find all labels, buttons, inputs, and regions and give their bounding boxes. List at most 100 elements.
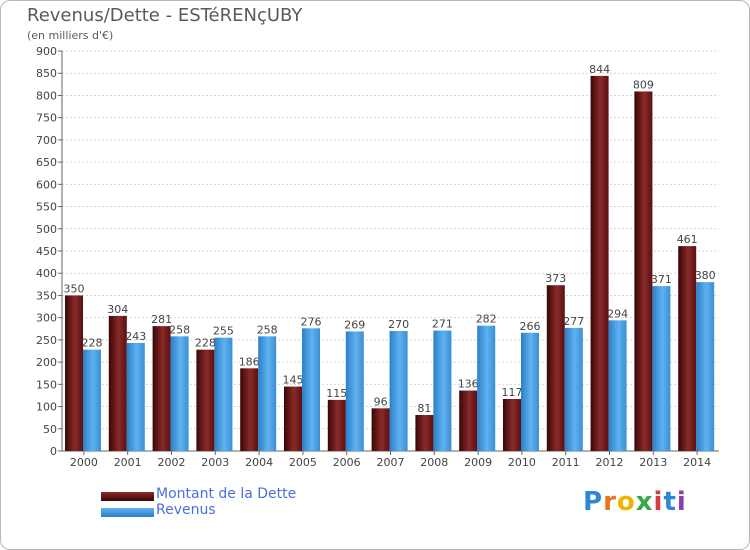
legend-label-dette: Montant de la Dette [156,486,297,502]
data-label-dette: 96 [374,395,388,408]
logo-letter: o [616,487,636,517]
y-tick-label: 300 [36,312,57,325]
bar-revenus [345,331,364,451]
y-tick-label: 500 [36,223,57,236]
legend-swatch-revenus [101,508,154,517]
y-tick-label: 650 [36,156,57,169]
data-label-revenus: 277 [563,315,584,328]
y-tick-label: 350 [36,289,57,302]
data-label-revenus: 258 [169,323,190,336]
data-label-revenus: 243 [125,330,146,343]
data-label-dette: 117 [502,386,523,399]
y-tick-label: 700 [36,134,57,147]
data-label-dette: 115 [326,387,347,400]
data-label-dette: 350 [64,282,85,295]
bar-dette [503,399,521,451]
x-tick-label: 2004 [245,456,273,469]
x-tick-label: 2013 [639,456,667,469]
bar-revenus [83,349,101,451]
logo-letter: t [663,487,677,517]
y-tick-label: 850 [36,67,57,80]
y-tick-label: 600 [36,178,57,191]
bar-dette [678,246,697,451]
data-label-revenus: 255 [213,325,234,338]
bar-dette [284,386,302,451]
data-label-dette: 186 [239,355,260,368]
logo-letter: P [583,487,604,517]
data-label-dette: 145 [283,374,304,387]
x-tick-label: 2010 [508,456,536,469]
logo-letter: r [603,487,617,517]
x-tick-label: 2007 [377,456,405,469]
bar-revenus [214,337,233,451]
bar-dette [371,408,390,451]
bar-revenus [258,336,277,451]
data-label-dette: 844 [589,63,610,76]
bar-dette [196,349,215,451]
bar-dette [415,415,434,451]
data-label-revenus: 371 [651,273,672,286]
y-tick-label: 200 [36,356,57,369]
x-tick-label: 2014 [683,456,711,469]
y-tick-label: 100 [36,401,57,414]
data-label-dette: 373 [545,272,566,285]
x-tick-label: 2011 [552,456,580,469]
bar-dette [152,326,171,451]
bar-dette [108,315,127,451]
bar-revenus [564,327,583,451]
x-tick-label: 2000 [70,456,98,469]
data-label-dette: 228 [195,337,216,350]
y-tick-label: 250 [36,334,57,347]
data-label-dette: 304 [107,303,128,316]
chart-title: Revenus/Dette - ESTéRENçUBY [27,5,303,26]
y-tick-label: 450 [36,245,57,258]
bar-revenus [521,332,539,451]
data-label-dette: 136 [458,378,479,391]
x-tick-label: 2006 [333,456,361,469]
bar-dette [634,91,653,451]
y-tick-label: 900 [36,45,57,58]
logo-letter: i [653,487,664,517]
y-tick-label: 550 [36,201,57,214]
bar-revenus [608,320,627,451]
bar-dette [327,399,346,451]
data-label-revenus: 271 [432,318,453,331]
bar-revenus [170,336,189,451]
x-tick-label: 2009 [464,456,492,469]
data-label-revenus: 269 [344,318,365,331]
logo-letter: i [676,487,687,517]
data-label-dette: 809 [633,78,654,91]
legend-swatch-dette [101,492,154,501]
legend-label-revenus: Revenus [156,502,216,518]
bar-revenus [477,325,496,451]
data-label-revenus: 228 [82,337,103,350]
bar-revenus [126,343,145,451]
bar-dette [240,368,259,451]
y-tick-label: 0 [50,445,57,458]
bar-dette [459,390,478,451]
data-label-revenus: 282 [476,313,497,326]
y-tick-label: 150 [36,378,57,391]
data-label-dette: 81 [417,402,431,415]
x-tick-label: 2012 [596,456,624,469]
y-tick-label: 50 [43,423,57,436]
x-tick-label: 2008 [420,456,448,469]
proxiti-logo: Proxiti [583,487,687,517]
data-label-revenus: 258 [257,323,278,336]
logo-letter: x [635,487,654,517]
bar-revenus [389,331,408,451]
data-label-dette: 281 [151,313,172,326]
y-tick-label: 400 [36,267,57,280]
x-tick-label: 2005 [289,456,317,469]
data-label-revenus: 276 [301,315,322,328]
x-tick-label: 2001 [114,456,142,469]
bar-revenus [652,286,671,451]
bar-dette [590,75,609,451]
bar-dette [546,285,565,451]
y-tick-label: 800 [36,89,57,102]
y-tick-label: 750 [36,112,57,125]
bar-revenus [433,330,452,451]
bar-revenus [302,328,320,451]
